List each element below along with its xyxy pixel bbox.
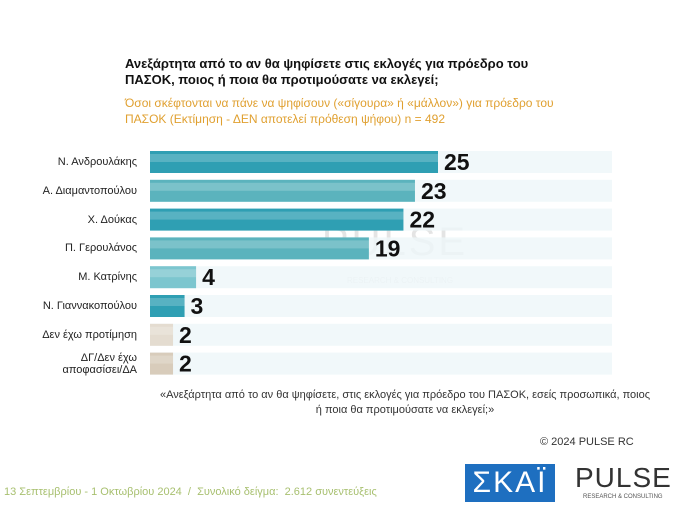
bar (150, 151, 438, 173)
value-label: 2 (179, 351, 192, 377)
value-label: 23 (421, 178, 447, 204)
row-band (150, 323, 612, 346)
row-band (150, 352, 612, 375)
skai-logo: ΣΚΑΪ (465, 464, 555, 502)
bar (150, 237, 369, 260)
bar (150, 295, 185, 317)
bar-shine (150, 355, 174, 364)
bar-shine (150, 182, 415, 191)
bar (150, 179, 415, 202)
bar (150, 323, 174, 346)
bar-shine (150, 269, 197, 278)
category-label: Χ. Δούκας (87, 213, 137, 226)
row-band (150, 266, 612, 289)
chart-title: Ανεξάρτητα από το αν θα ψηφίσετε στις εκ… (125, 56, 529, 87)
value-label: 22 (409, 207, 435, 233)
value-label: 3 (191, 293, 204, 319)
category-label: Α. Διαμαντοπούλου (42, 184, 137, 197)
bar (150, 208, 404, 231)
bar-shine (150, 240, 369, 249)
value-label: 25 (444, 149, 470, 175)
pulse-logo: PULSE (575, 462, 672, 493)
row-band (150, 295, 612, 317)
category-label: Π. Γερουλάνος (64, 242, 137, 255)
category-label: Δεν έχω προτίμηση (42, 328, 137, 341)
bar-shine (150, 326, 174, 335)
bar-shine (150, 211, 404, 220)
category-label: Ν. Γιαννακοπούλου (42, 300, 137, 312)
chart-subtitle: Όσοι σκέφτονται να πάνε να ψηφίσουν («σί… (125, 96, 554, 126)
value-label: 19 (375, 235, 401, 261)
category-label: ΔΓ/Δεν έχω αποφασίσει/ΔΑ (62, 351, 137, 376)
category-label: Ν. Ανδρουλάκης (57, 156, 137, 168)
footer: 13 Σεπτεμβρίου - 1 Οκτωβρίου 2024 / Συνο… (4, 486, 377, 498)
note: «Ανεξάρτητα από το αν θα ψηφίσετε, στις … (160, 389, 651, 416)
bar-shine (150, 154, 438, 162)
copyright: © 2024 PULSE RC (540, 436, 634, 448)
category-label: Μ. Κατρίνης (78, 271, 137, 284)
pulse-logo-sub: RESEARCH & CONSULTING (583, 494, 663, 500)
bar-shine (150, 298, 185, 306)
bar (150, 352, 174, 375)
bar (150, 266, 197, 289)
value-label: 2 (179, 322, 192, 348)
value-label: 4 (202, 264, 215, 290)
